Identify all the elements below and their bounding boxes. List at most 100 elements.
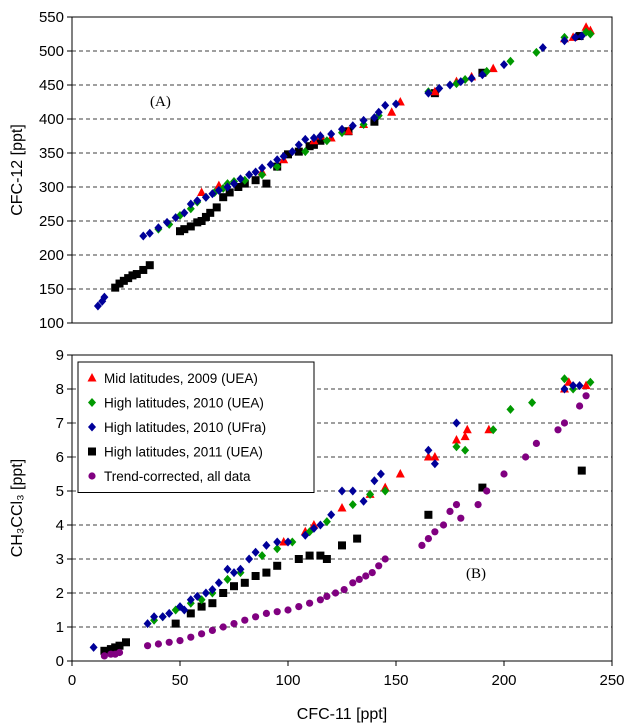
data-point <box>171 619 180 628</box>
x-tick-label: 200 <box>491 672 516 689</box>
data-point <box>176 227 184 236</box>
data-point <box>571 32 580 42</box>
grid-a <box>72 50 612 290</box>
data-point <box>212 203 221 212</box>
data-point <box>327 129 336 139</box>
data-point <box>295 603 303 611</box>
data-point <box>431 528 439 536</box>
data-point <box>483 487 491 495</box>
data-point <box>245 554 254 564</box>
data-point <box>488 63 498 73</box>
panel-label-b: (B) <box>466 566 486 582</box>
data-point <box>418 541 426 550</box>
data-point <box>186 204 195 214</box>
x-tick-label: 100 <box>275 672 300 689</box>
data-point <box>266 160 275 170</box>
y-tick-label: 550 <box>39 9 64 26</box>
data-point <box>230 179 238 189</box>
panel-a: 100 150 200 250 300 350 400 450 500 550 CFC-12 [p… <box>9 9 613 332</box>
data-point <box>575 381 584 391</box>
data-point <box>219 623 227 631</box>
data-point <box>197 187 207 196</box>
data-point <box>240 578 249 587</box>
data-point <box>576 402 584 410</box>
data-point <box>180 605 189 615</box>
data-point <box>474 501 482 509</box>
data-point <box>375 562 383 570</box>
data-point <box>132 270 141 279</box>
data-point <box>154 640 162 648</box>
data-point <box>145 261 154 270</box>
data-point <box>251 547 260 557</box>
x-ticks: 0 50 100 150 200 250 <box>68 661 625 689</box>
data-point <box>115 641 124 650</box>
data-point <box>337 503 347 512</box>
panel-b: 0 1 2 3 4 5 6 7 8 9 0 50 100 150 200 250 CH₃CCl₃ [ppt]… <box>9 347 625 689</box>
data-point <box>362 572 370 580</box>
data-point <box>500 60 508 70</box>
data-point <box>461 445 470 455</box>
data-point <box>439 521 448 529</box>
y-tick-label: 7 <box>56 415 64 432</box>
y-tick-label: 250 <box>39 213 64 230</box>
legend: Mid latitudes, 2009 (UEA) High latitudes,… <box>77 361 315 493</box>
data-point <box>208 626 216 635</box>
data-point <box>301 147 310 157</box>
data-point <box>186 609 195 618</box>
data-point <box>560 36 569 46</box>
data-point <box>395 469 405 478</box>
data-point <box>478 70 487 80</box>
data-point <box>569 381 578 391</box>
data-point <box>489 425 498 435</box>
data-point <box>323 592 331 601</box>
data-point <box>460 431 470 441</box>
data-point <box>322 517 331 527</box>
data-point <box>197 602 206 611</box>
data-point <box>193 218 202 227</box>
data-point <box>193 196 202 206</box>
y-tick-label: 3 <box>56 551 64 568</box>
data-point <box>198 630 206 638</box>
data-point <box>214 185 223 195</box>
data-point <box>560 374 569 384</box>
legend-marker <box>88 447 96 456</box>
data-point <box>115 648 124 657</box>
data-point <box>262 609 270 618</box>
legend-marker <box>88 422 96 432</box>
data-point <box>355 575 363 584</box>
y-tick-label: 0 <box>56 653 64 670</box>
data-point <box>273 608 281 616</box>
data-point <box>446 80 454 90</box>
x-tick-label: 150 <box>383 672 408 689</box>
data-point <box>294 555 303 563</box>
data-point <box>446 507 454 515</box>
data-point <box>338 541 346 550</box>
data-point <box>143 619 152 629</box>
data-point <box>115 279 124 288</box>
data-point <box>301 134 310 144</box>
data-point <box>430 459 439 469</box>
data-point <box>223 182 232 192</box>
data-point <box>273 544 282 554</box>
y-tick-label: 150 <box>39 281 64 298</box>
data-point <box>111 283 120 292</box>
data-point <box>186 595 195 605</box>
data-point <box>322 136 331 146</box>
y-tick-label: 8 <box>56 381 64 398</box>
y-tick-label: 6 <box>56 449 64 466</box>
data-point <box>424 510 433 519</box>
data-point <box>139 265 148 274</box>
y-tick-label: 9 <box>56 347 64 364</box>
data-point <box>262 540 271 550</box>
data-point <box>430 86 440 96</box>
data-point <box>348 121 357 131</box>
data-point <box>284 606 292 614</box>
data-point <box>423 452 433 461</box>
data-point <box>219 193 228 202</box>
data-point <box>201 588 210 598</box>
data-point <box>366 489 375 499</box>
data-point <box>500 470 508 478</box>
data-point <box>560 419 569 427</box>
y-tick-label: 400 <box>39 111 64 128</box>
data-point <box>251 572 260 580</box>
